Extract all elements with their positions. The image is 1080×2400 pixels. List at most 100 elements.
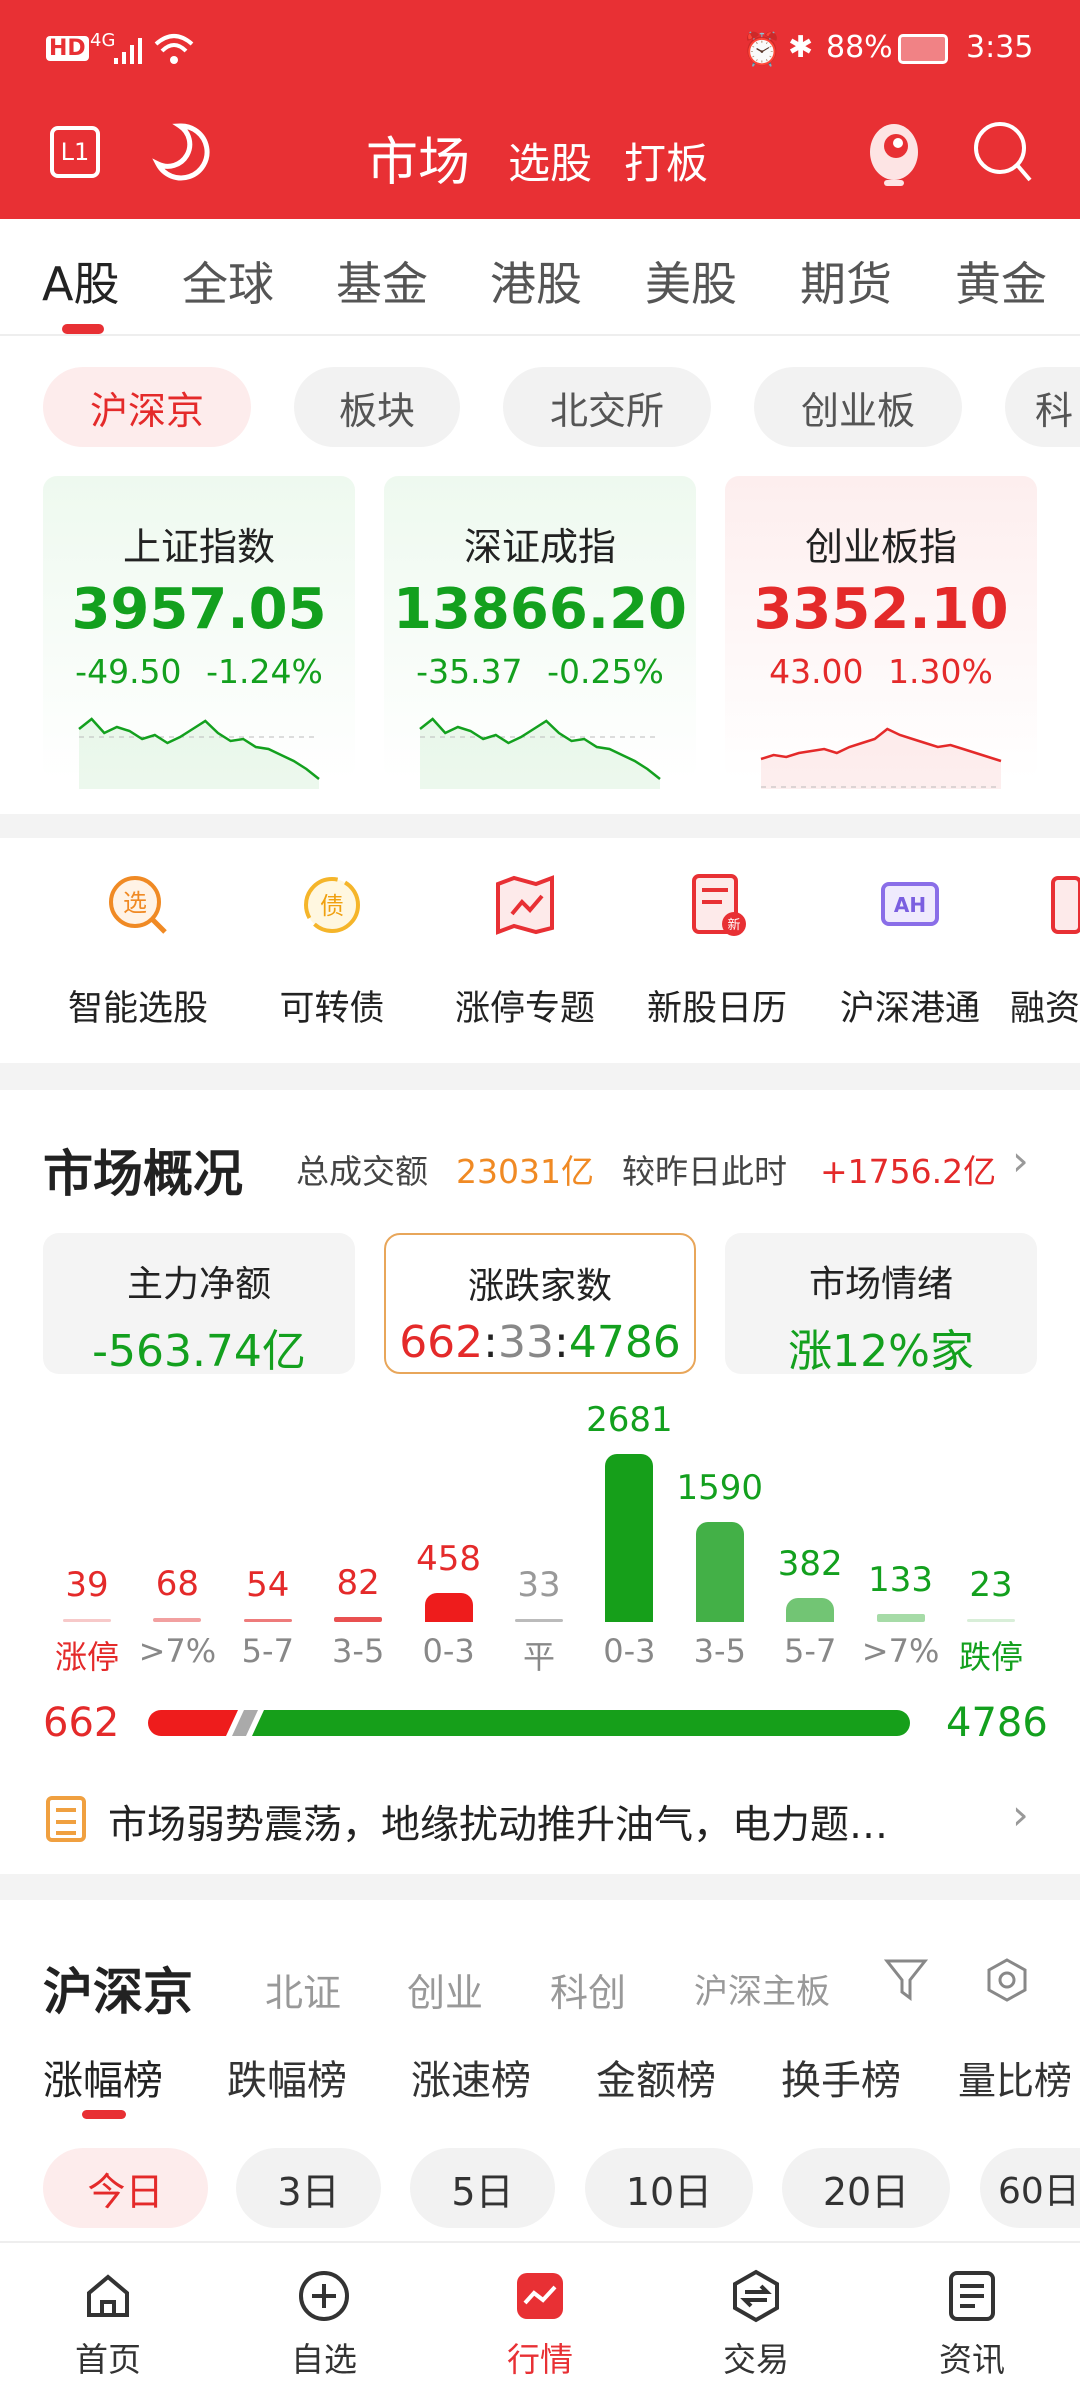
filter-main-board[interactable]: 沪深主板 [694, 1972, 830, 2012]
distribution-value: 33 [517, 1565, 561, 1605]
rank-tab-turnover[interactable]: 换手榜 [781, 2058, 901, 2104]
distribution-bar[interactable] [334, 1616, 383, 1622]
distribution-bar[interactable] [786, 1598, 835, 1622]
index-card-shanghai[interactable]: 上证指数 3957.05 -49.50 -1.24% [43, 476, 355, 789]
distribution-bar[interactable] [424, 1593, 473, 1622]
distribution-label: 涨停 [54, 1638, 119, 1676]
index-card-chinext[interactable]: 创业板指 3352.10 43.00 1.30% [725, 476, 1037, 789]
alarm-icon: ⏰ [742, 30, 782, 68]
distribution-value: 39 [65, 1565, 109, 1605]
compare-value: +1756.2亿 [820, 1152, 997, 1191]
tab-hk[interactable]: 港股 [490, 257, 582, 311]
distribution-label: 0-3 [603, 1632, 656, 1670]
box-value: -563.74亿 [92, 1326, 306, 1377]
advance-decline-box[interactable]: 涨跌家数 662:33:4786 [384, 1233, 696, 1374]
sparkline-area [420, 719, 660, 789]
period-today[interactable]: 今日 [43, 2148, 208, 2228]
header-title[interactable]: 市场 [366, 133, 471, 193]
tool-ipo-calendar[interactable]: 新 新股日历 [622, 870, 812, 1031]
tab-global[interactable]: 全球 [182, 257, 274, 311]
period-3d[interactable]: 3日 [236, 2148, 381, 2228]
period-5d[interactable]: 5日 [410, 2148, 555, 2228]
mascot-icon[interactable] [864, 118, 924, 194]
box-value: 662:33:4786 [399, 1317, 681, 1368]
svg-text:新: 新 [727, 917, 740, 933]
rank-tab-amount[interactable]: 金额榜 [596, 2058, 716, 2104]
index-value: 13866.20 [392, 577, 688, 642]
smart-pick-icon: 选 [109, 876, 167, 934]
period-60d[interactable]: 60日 [980, 2148, 1080, 2228]
rank-tab-gainers[interactable]: 涨幅榜 [43, 2058, 163, 2104]
distribution-bar[interactable] [515, 1619, 563, 1622]
distribution-bar[interactable] [967, 1619, 1015, 1622]
sentiment-box[interactable]: 市场情绪 涨12%家 [725, 1233, 1037, 1377]
distribution-value: 2681 [586, 1400, 673, 1440]
tab-futures[interactable]: 期货 [800, 257, 892, 311]
chevron-right-icon[interactable]: › [1012, 1790, 1029, 1839]
index-card-shenzhen[interactable]: 深证成指 13866.20 -35.37 -0.25% [384, 476, 696, 789]
rank-tab-volume-ratio[interactable]: 量比榜 [958, 2059, 1073, 2103]
tab-us[interactable]: 美股 [645, 257, 737, 311]
rank-tab-speed[interactable]: 涨速榜 [411, 2058, 531, 2104]
filter-bse[interactable]: 北证 [265, 1971, 342, 2015]
tool-connect[interactable]: AH 沪深港通 [815, 870, 1005, 1031]
filter-chinext[interactable]: 创业 [407, 1971, 484, 2015]
filter-star[interactable]: 科创 [550, 1971, 627, 2015]
period-20d[interactable]: 20日 [782, 2148, 950, 2228]
distribution-value: 68 [155, 1563, 200, 1604]
svg-text:AH: AH [894, 893, 926, 917]
nav-market[interactable]: 行情 [470, 2269, 610, 2381]
sparkline-line [78, 717, 320, 780]
chip-bse[interactable]: 北交所 [503, 367, 711, 447]
chip-star[interactable]: 科 [1005, 367, 1080, 447]
period-10d[interactable]: 10日 [585, 2148, 753, 2228]
turnover-label: 总成交额 [296, 1152, 428, 1191]
list-title: 沪深京 [43, 1963, 193, 2021]
tab-a-shares[interactable]: A股 [42, 257, 120, 311]
nav-watchlist[interactable]: 自选 [254, 2269, 394, 2381]
sparkline-area [761, 729, 1001, 789]
tab-gold[interactable]: 黄金 [955, 257, 1047, 311]
distribution-bar[interactable] [605, 1454, 654, 1622]
clock: 3:35 [966, 30, 1034, 65]
header-tab-board[interactable]: 打板 [624, 139, 709, 188]
news-headline[interactable]: 市场弱势震荡，地缘扰动推升油气，电力题… [108, 1803, 889, 1848]
filter-icon[interactable] [883, 1956, 929, 2008]
index-name: 上证指数 [122, 525, 275, 569]
settings-icon[interactable] [984, 1956, 1030, 2008]
box-label: 主力净额 [126, 1264, 271, 1305]
distribution-bar[interactable] [876, 1613, 925, 1622]
chevron-right-icon[interactable]: › [1012, 1136, 1029, 1185]
network-label: 4G [90, 30, 116, 51]
down-total: 4786 [946, 1700, 1048, 1746]
distribution-bar[interactable] [153, 1617, 202, 1622]
night-mode-icon[interactable] [152, 120, 216, 188]
distribution-value: 54 [246, 1564, 290, 1605]
tab-funds[interactable]: 基金 [336, 257, 428, 311]
chip-hushenjing[interactable]: 沪深京 [43, 367, 251, 447]
turnover-value: 23031亿 [456, 1152, 594, 1191]
tool-convertible-bond[interactable]: 债 可转债 [237, 870, 427, 1031]
distribution-bar[interactable] [63, 1619, 111, 1622]
tool-smart-pick[interactable]: 选 智能选股 [43, 870, 233, 1031]
nav-label: 自选 [291, 2340, 357, 2379]
box-label: 市场情绪 [808, 1264, 953, 1305]
tool-margin[interactable]: 融资 [1005, 870, 1080, 1031]
search-icon[interactable] [972, 120, 1036, 188]
distribution-value: 23 [969, 1565, 1013, 1605]
distribution-bar[interactable] [243, 1618, 292, 1622]
nav-news[interactable]: 资讯 [902, 2269, 1042, 2381]
main-net-box[interactable]: 主力净额 -563.74亿 [43, 1233, 355, 1377]
distribution-bar[interactable] [695, 1522, 744, 1622]
chip-sectors[interactable]: 板块 [294, 367, 460, 447]
distribution-label: >7% [138, 1632, 217, 1670]
nav-home[interactable]: 首页 [38, 2269, 178, 2381]
distribution-value: 133 [868, 1559, 934, 1600]
level-badge[interactable]: L1 [50, 126, 100, 178]
tool-limit-up[interactable]: 涨停专题 [430, 870, 620, 1031]
index-change: -49.50 -1.24% [75, 652, 323, 691]
chip-chinext[interactable]: 创业板 [754, 367, 962, 447]
nav-trade[interactable]: 交易 [686, 2269, 826, 2381]
header-tab-pick[interactable]: 选股 [508, 139, 593, 188]
rank-tab-losers[interactable]: 跌幅榜 [227, 2058, 347, 2104]
